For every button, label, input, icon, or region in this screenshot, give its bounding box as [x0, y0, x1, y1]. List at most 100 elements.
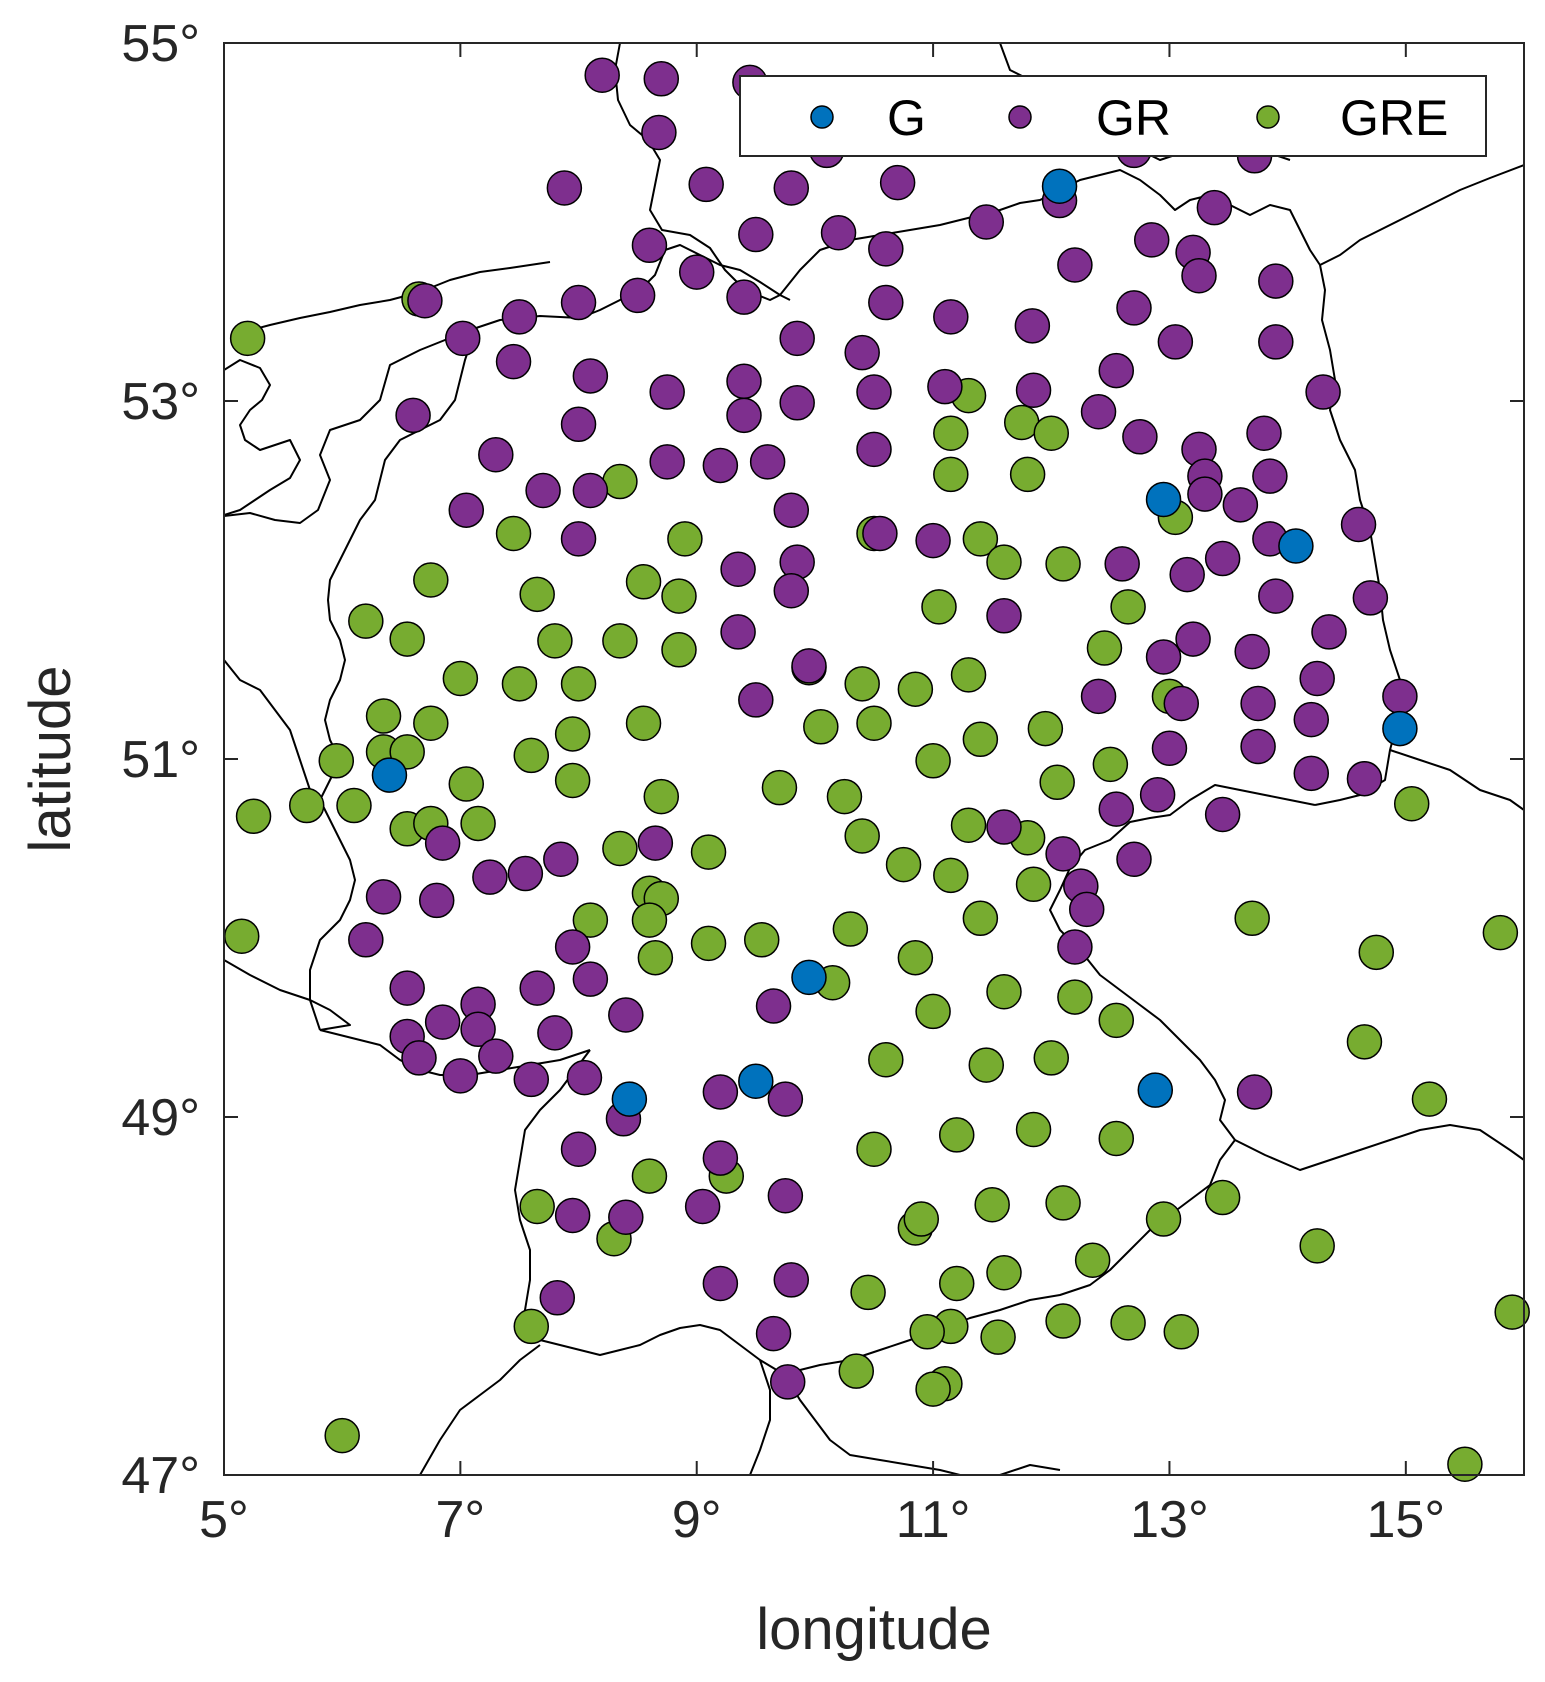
station-point-gr	[868, 284, 904, 321]
station-point-gre	[513, 1308, 550, 1345]
axis-ticks: 5° 7° 9° 11° 13° 15° 47° 49° 51° 53° 55°	[121, 15, 1524, 1549]
station-point-gre	[537, 623, 573, 659]
station-point-gre	[856, 1131, 892, 1167]
x-axis-label: longitude	[756, 1597, 991, 1662]
coastline-baltic	[779, 164, 1524, 296]
station-point-g	[371, 757, 408, 793]
station-point-gre	[365, 698, 402, 734]
station-point-gre	[513, 737, 550, 774]
station-point-gr	[1157, 324, 1194, 360]
station-point-gr	[418, 882, 455, 919]
station-point-gre	[1299, 1228, 1335, 1264]
station-point-gre	[962, 900, 999, 937]
station-point-gre	[229, 320, 266, 357]
station-point-gr	[1258, 324, 1294, 360]
station-point-gr	[348, 922, 384, 958]
legend-marker-g	[810, 105, 834, 129]
station-point-gr	[1346, 760, 1383, 797]
station-point-gre	[986, 544, 1022, 580]
station-point-gre	[519, 1188, 555, 1225]
station-point-gre	[667, 521, 703, 557]
station-point-gr	[554, 1197, 591, 1234]
border-austria-north	[1234, 1124, 1524, 1171]
station-point-gre	[1358, 934, 1395, 971]
station-point-gre	[625, 564, 662, 600]
station-point-g	[1137, 1072, 1174, 1108]
border-germany-czechia	[1049, 784, 1316, 1141]
station-point-gr	[1139, 777, 1176, 813]
station-point-gr	[720, 551, 756, 588]
station-point-gr	[779, 385, 815, 421]
station-point-gre	[554, 762, 591, 799]
station-point-gr	[1116, 841, 1152, 877]
station-point-gre	[625, 705, 662, 741]
station-point-gr	[738, 216, 774, 253]
station-point-gr	[755, 1315, 792, 1352]
station-point-gr	[726, 363, 762, 400]
y-tick-label: 51°	[121, 731, 200, 789]
x-tick-label: 11°	[896, 1491, 971, 1549]
station-point-gre	[743, 922, 780, 958]
station-point-g	[738, 1063, 774, 1099]
x-tick-label: 9°	[672, 1491, 722, 1549]
legend-label-g: G	[887, 90, 926, 146]
station-point-gr	[1311, 614, 1347, 650]
station-point-gr	[773, 170, 810, 206]
station-point-gr	[619, 277, 656, 314]
y-tick-label: 55°	[121, 15, 200, 73]
station-point-gr	[1240, 728, 1276, 765]
border-belgium-france	[224, 659, 351, 1031]
station-point-gr	[915, 522, 951, 559]
station-point-gr	[702, 1074, 739, 1110]
station-point-gr	[773, 492, 810, 528]
station-point-gr	[820, 214, 857, 251]
station-point-gre	[413, 562, 449, 598]
station-point-gre	[950, 657, 987, 693]
station-point-gre	[602, 623, 638, 659]
station-point-gr	[444, 320, 481, 357]
station-point-gr	[1204, 796, 1241, 833]
station-point-gr	[537, 1015, 573, 1051]
station-point-gr	[1258, 578, 1294, 614]
station-point-gre	[826, 778, 863, 815]
station-point-gr	[1151, 730, 1188, 767]
station-point-gre	[637, 939, 674, 976]
station-point-gre	[631, 1158, 668, 1194]
station-point-gre	[1234, 900, 1270, 937]
station-point-gre	[643, 778, 680, 815]
station-point-gr	[1057, 929, 1093, 965]
station-point-gr	[767, 1081, 804, 1117]
station-point-g	[611, 1081, 648, 1117]
station-point-gr	[684, 1188, 721, 1225]
station-point-gre	[938, 1265, 975, 1302]
station-point-gre	[897, 939, 934, 976]
station-point-gre	[986, 1254, 1022, 1291]
station-point-gre	[572, 902, 609, 938]
station-point-gr	[560, 284, 597, 321]
station-point-gr	[608, 997, 644, 1033]
station-point-gr	[702, 1140, 739, 1176]
station-point-gr	[1382, 678, 1418, 715]
station-point-gr	[560, 1131, 597, 1167]
station-point-gr	[856, 431, 892, 468]
coastline-dutch	[224, 359, 301, 516]
station-point-gre	[690, 834, 727, 870]
station-point-gre	[1346, 1024, 1383, 1060]
station-point-gr	[1175, 621, 1211, 657]
station-point-gre	[868, 1041, 904, 1078]
station-point-gr	[749, 444, 786, 480]
station-point-gr	[539, 1280, 576, 1316]
station-point-gr	[1204, 540, 1241, 577]
legend-marker-gre	[1256, 105, 1280, 129]
station-point-gr	[1340, 506, 1377, 543]
x-tick-label: 5°	[199, 1491, 249, 1549]
station-point-gr	[395, 397, 431, 434]
station-point-gr	[1246, 415, 1282, 451]
station-point-gre	[915, 743, 951, 779]
station-point-gr	[862, 515, 898, 552]
coastline-frisian-islands	[239, 261, 551, 334]
station-point-gr	[631, 227, 668, 264]
station-point-gre	[962, 721, 999, 758]
station-point-gr	[844, 334, 880, 371]
